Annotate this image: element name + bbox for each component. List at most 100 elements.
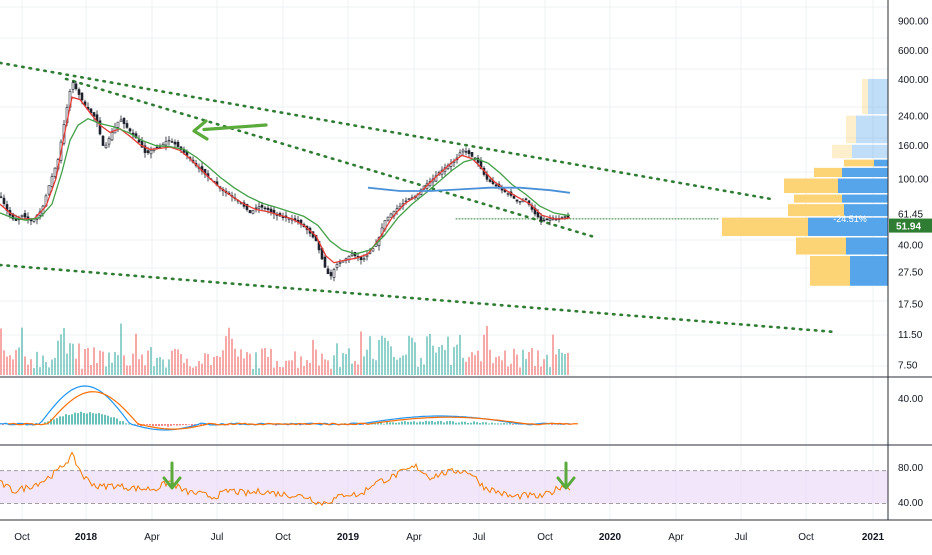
macd-hist-155 — [464, 421, 466, 425]
volume-bar-29 — [87, 348, 89, 375]
candle-body-155 — [464, 151, 468, 153]
volume-bar-6 — [18, 347, 20, 375]
volume-bar-132 — [396, 359, 398, 375]
last-price-tag — [889, 218, 932, 233]
price-axis-label-10: 11.50 — [898, 330, 923, 341]
candle-body-90 — [269, 208, 273, 213]
profile-sell-5 — [838, 178, 888, 194]
volume-bar-141 — [423, 364, 425, 375]
candle-body-16 — [47, 185, 51, 195]
volume-bar-152 — [456, 344, 458, 375]
candle-body-55 — [164, 141, 168, 146]
volume-bar-122 — [366, 349, 368, 375]
macd-hist-51 — [152, 424, 154, 427]
profile-sell-4 — [842, 167, 888, 178]
candle-body-83 — [248, 210, 252, 214]
ma-line-1 — [0, 96, 571, 264]
candle-body-25 — [74, 83, 78, 90]
profile-sell-0 — [868, 78, 888, 115]
profile-buy-2 — [832, 144, 852, 159]
volume-bar-60 — [180, 353, 182, 375]
profile-buy-8 — [722, 217, 808, 236]
price-axis-label-11: 7.50 — [898, 361, 918, 372]
price-axis-label-2: 400.00 — [898, 75, 929, 86]
volume-bar-117 — [351, 363, 353, 375]
candle-body-121 — [362, 257, 366, 261]
macd-hist-23 — [68, 415, 70, 425]
candle-body-24 — [71, 82, 75, 90]
candle-body-8 — [23, 213, 27, 218]
candle-body-35 — [104, 144, 108, 149]
macd-hist-38 — [113, 417, 115, 425]
volume-bar-155 — [465, 361, 467, 375]
volume-bar-139 — [417, 366, 419, 375]
profile-buy-9 — [796, 237, 846, 255]
candle-body-165 — [494, 184, 498, 187]
candle-body-181 — [542, 219, 546, 222]
volume-bar-182 — [546, 354, 548, 375]
macd-hist-139 — [416, 422, 418, 425]
macd-hist-9 — [26, 423, 28, 425]
profile-buy-6 — [794, 194, 842, 203]
candle-body-173 — [518, 201, 522, 203]
macd-hist-52 — [155, 424, 157, 426]
volume-bar-32 — [96, 362, 98, 375]
candle-body-169 — [506, 193, 510, 195]
macd-hist-33 — [98, 413, 100, 425]
profile-buy-5 — [784, 178, 838, 194]
volume-bar-16 — [48, 367, 50, 375]
volume-bar-54 — [162, 359, 164, 375]
volume-bar-168 — [504, 350, 506, 375]
volume-bar-108 — [324, 359, 326, 375]
macd-hist-28 — [83, 413, 85, 425]
volume-bar-40 — [120, 323, 122, 375]
volume-bar-135 — [405, 354, 407, 375]
volume-bar-134 — [402, 355, 404, 375]
volume-bar-106 — [318, 365, 320, 375]
volume-bar-137 — [411, 337, 413, 375]
volume-bar-102 — [306, 360, 308, 375]
macd-hist-31 — [92, 413, 94, 425]
candle-body-108 — [323, 256, 327, 268]
profile-buy-10 — [810, 256, 850, 286]
volume-bar-92 — [276, 361, 278, 375]
candle-body-89 — [266, 207, 270, 211]
volume-bar-186 — [558, 348, 560, 375]
volume-bar-185 — [555, 354, 557, 375]
macd-hist-63 — [188, 424, 190, 425]
candle-body-117 — [350, 253, 354, 257]
volume-bar-180 — [540, 366, 542, 375]
macd-hist-60 — [179, 424, 181, 426]
volume-bar-38 — [114, 352, 116, 375]
last-price-label: 51.94 — [896, 222, 921, 233]
macd-hist-134 — [401, 421, 403, 425]
volume-bar-0 — [0, 328, 2, 375]
volume-bar-7 — [21, 327, 23, 375]
profile-buy-1 — [846, 115, 856, 144]
macd-hist-146 — [437, 421, 439, 425]
candle-body-175 — [524, 198, 528, 200]
candle-body-171 — [512, 195, 516, 199]
annotation-arrow-shaft — [202, 123, 268, 132]
macd-hist-59 — [176, 424, 178, 426]
macd-hist-156 — [467, 422, 469, 425]
macd-hist-54 — [161, 424, 163, 426]
volume-bar-161 — [483, 334, 485, 375]
macd-hist-49 — [146, 424, 148, 425]
volume-bar-111 — [333, 355, 335, 375]
macd-hist-160 — [479, 422, 481, 425]
macd-hist-26 — [77, 413, 79, 425]
volume-bar-136 — [408, 335, 410, 375]
candle-body-135 — [404, 200, 408, 203]
volume-bar-130 — [390, 346, 392, 375]
volume-bar-79 — [237, 356, 239, 375]
macd-hist-165 — [494, 423, 496, 425]
macd-hist-186 — [557, 424, 559, 425]
volume-bar-26 — [78, 343, 80, 375]
candle-body-109 — [326, 268, 330, 275]
profile-sell-2 — [852, 144, 888, 159]
volume-bar-1 — [3, 350, 5, 375]
rsi-arrow-head-0 — [162, 476, 182, 490]
rsi-axis-label-1: 40.00 — [898, 498, 923, 509]
